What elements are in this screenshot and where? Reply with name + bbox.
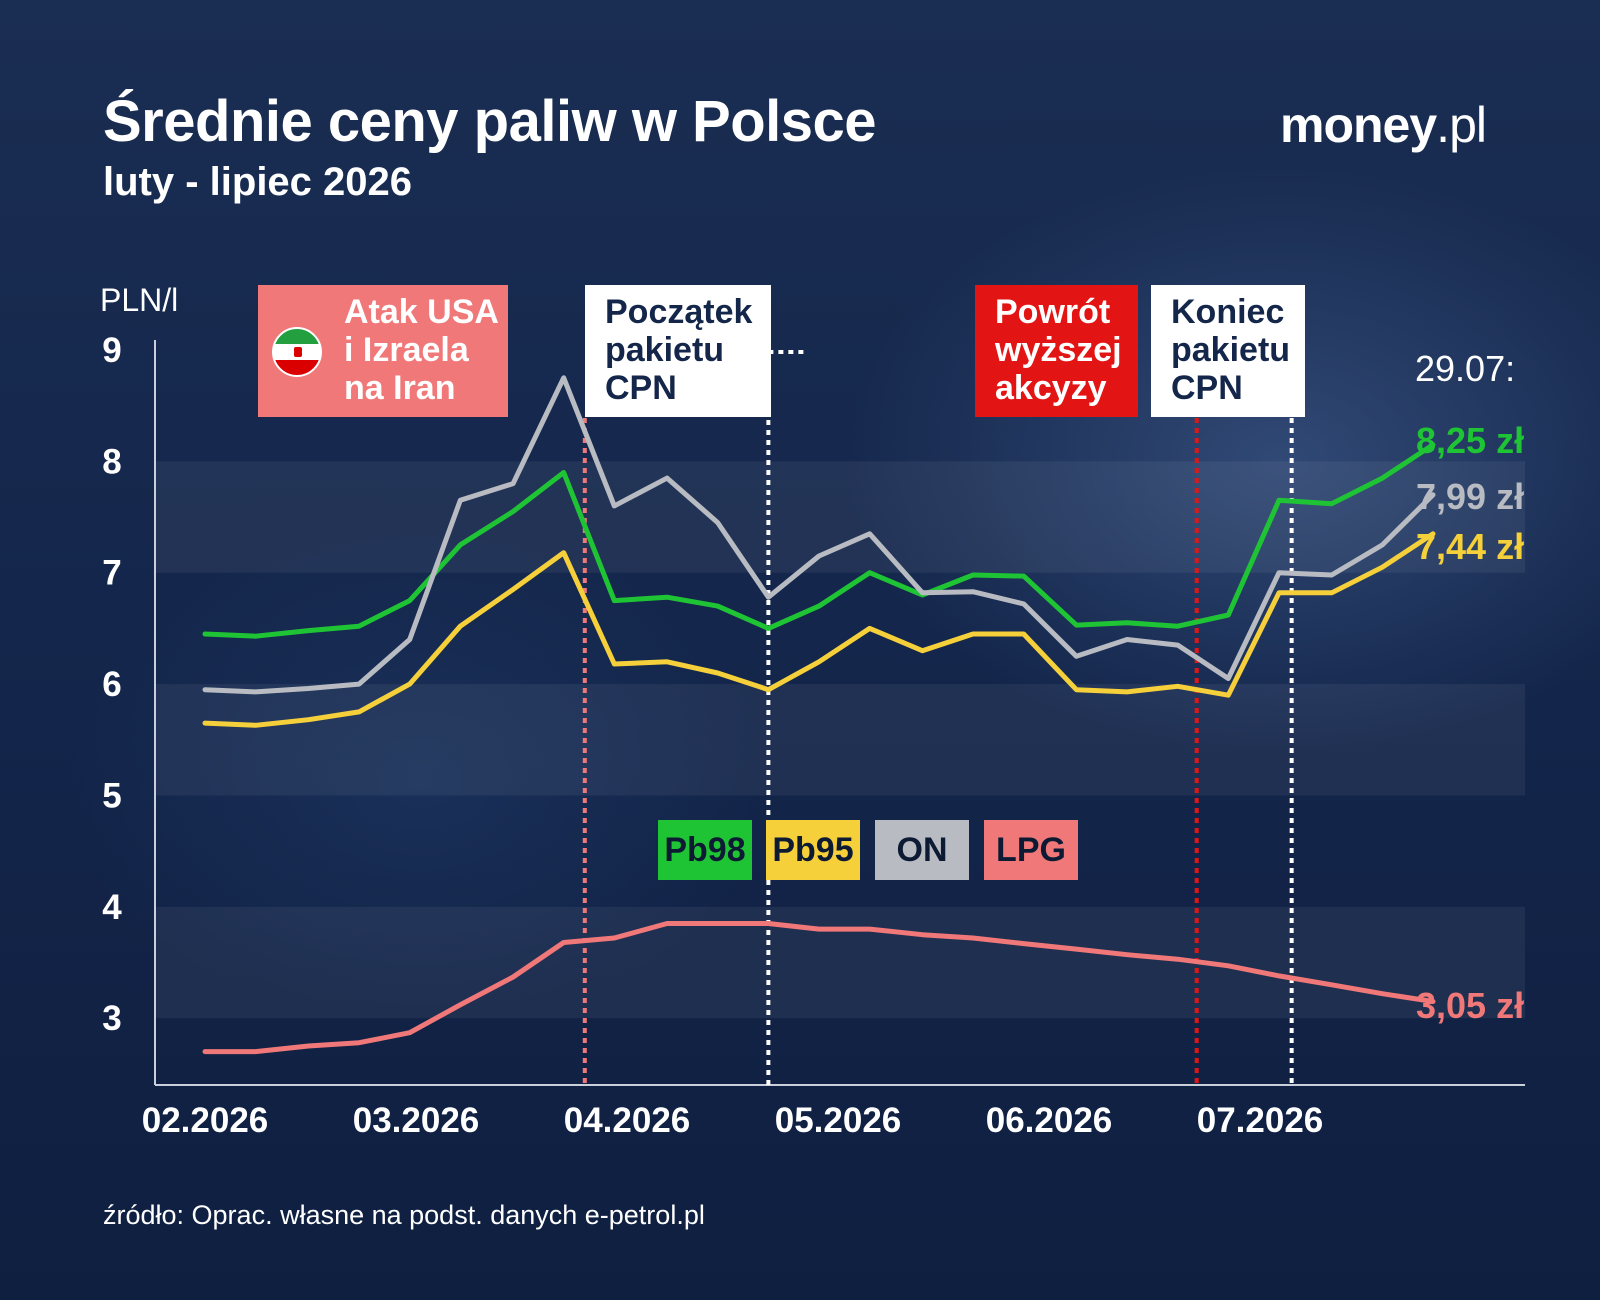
grid-band-1 bbox=[155, 684, 1525, 796]
series-line-pb95 bbox=[202, 531, 1436, 728]
series-line-lpg bbox=[202, 921, 1436, 1055]
x-tick-label: 05.2026 bbox=[775, 1101, 902, 1140]
chart-title: Średnie ceny paliw w Polsce bbox=[103, 89, 877, 154]
chart-subtitle: luty - lipiec 2026 bbox=[103, 160, 413, 204]
end-label-on: 7,99 zł bbox=[1416, 476, 1525, 517]
end-label-pb95: 7,44 zł bbox=[1416, 526, 1525, 567]
y-tick-label: 5 bbox=[102, 776, 121, 815]
legend-item-lpg: LPG bbox=[984, 820, 1078, 880]
event-box: Początek pakietu CPN bbox=[585, 285, 771, 417]
x-tick-label: 07.2026 bbox=[1197, 1101, 1324, 1140]
y-tick-label: 4 bbox=[102, 888, 122, 927]
x-tick-label: 04.2026 bbox=[564, 1101, 691, 1140]
event-box: Atak USA i Izraela na Iran bbox=[258, 285, 508, 417]
event-box-line: akcyzy bbox=[995, 369, 1107, 407]
event-box-line: wyższej bbox=[995, 331, 1122, 369]
x-tick-label: 06.2026 bbox=[986, 1101, 1113, 1140]
end-label-lpg: 3,05 zł bbox=[1416, 985, 1525, 1026]
event-box-line: pakietu bbox=[605, 331, 725, 369]
legend-item-on: ON bbox=[875, 820, 969, 880]
logo-suffix: .pl bbox=[1436, 97, 1487, 153]
event-box-line: pakietu bbox=[1171, 331, 1291, 369]
emblem-icon bbox=[294, 347, 302, 357]
y-tick-label: 7 bbox=[102, 554, 121, 593]
legend-item-pb98: Pb98 bbox=[658, 820, 752, 880]
event-box-line: CPN bbox=[605, 369, 677, 407]
iran-flag-icon bbox=[272, 327, 322, 377]
y-axis-unit: PLN/l bbox=[100, 282, 179, 318]
money-pl-logo: money.pl bbox=[1280, 96, 1487, 154]
event-box-line: CPN bbox=[1171, 369, 1243, 407]
x-tick-label: 02.2026 bbox=[142, 1101, 269, 1140]
grid-band-2 bbox=[155, 906, 1525, 1019]
grid-band-0 bbox=[155, 461, 1525, 573]
event-box-line: Powrót bbox=[995, 293, 1111, 331]
y-tick-label: 3 bbox=[102, 999, 121, 1038]
y-tick-label: 8 bbox=[102, 442, 121, 481]
event-box-line: Atak USA bbox=[344, 293, 499, 331]
event-box-line: na Iran bbox=[344, 369, 456, 407]
legend-item-pb95: Pb95 bbox=[766, 820, 860, 880]
series-line-on bbox=[202, 375, 1436, 695]
event-box: Powrót wyższej akcyzy bbox=[975, 285, 1138, 417]
logo-bold: money bbox=[1280, 97, 1437, 153]
event-box: Koniec pakietu CPN bbox=[1151, 285, 1305, 417]
x-tick-label: 03.2026 bbox=[353, 1101, 480, 1140]
event-box-line: i Izraela bbox=[344, 331, 469, 369]
end-label-pb98: 8,25 zł bbox=[1416, 420, 1525, 461]
event-box-line: Początek bbox=[605, 293, 753, 331]
event-box-line: Koniec bbox=[1171, 293, 1285, 331]
y-tick-label: 9 bbox=[102, 331, 121, 370]
source-note: źródło: Oprac. własne na podst. danych e… bbox=[103, 1200, 705, 1230]
end-date-label: 29.07: bbox=[1415, 348, 1516, 389]
series-line-pb98 bbox=[202, 442, 1436, 639]
y-tick-label: 6 bbox=[102, 665, 121, 704]
